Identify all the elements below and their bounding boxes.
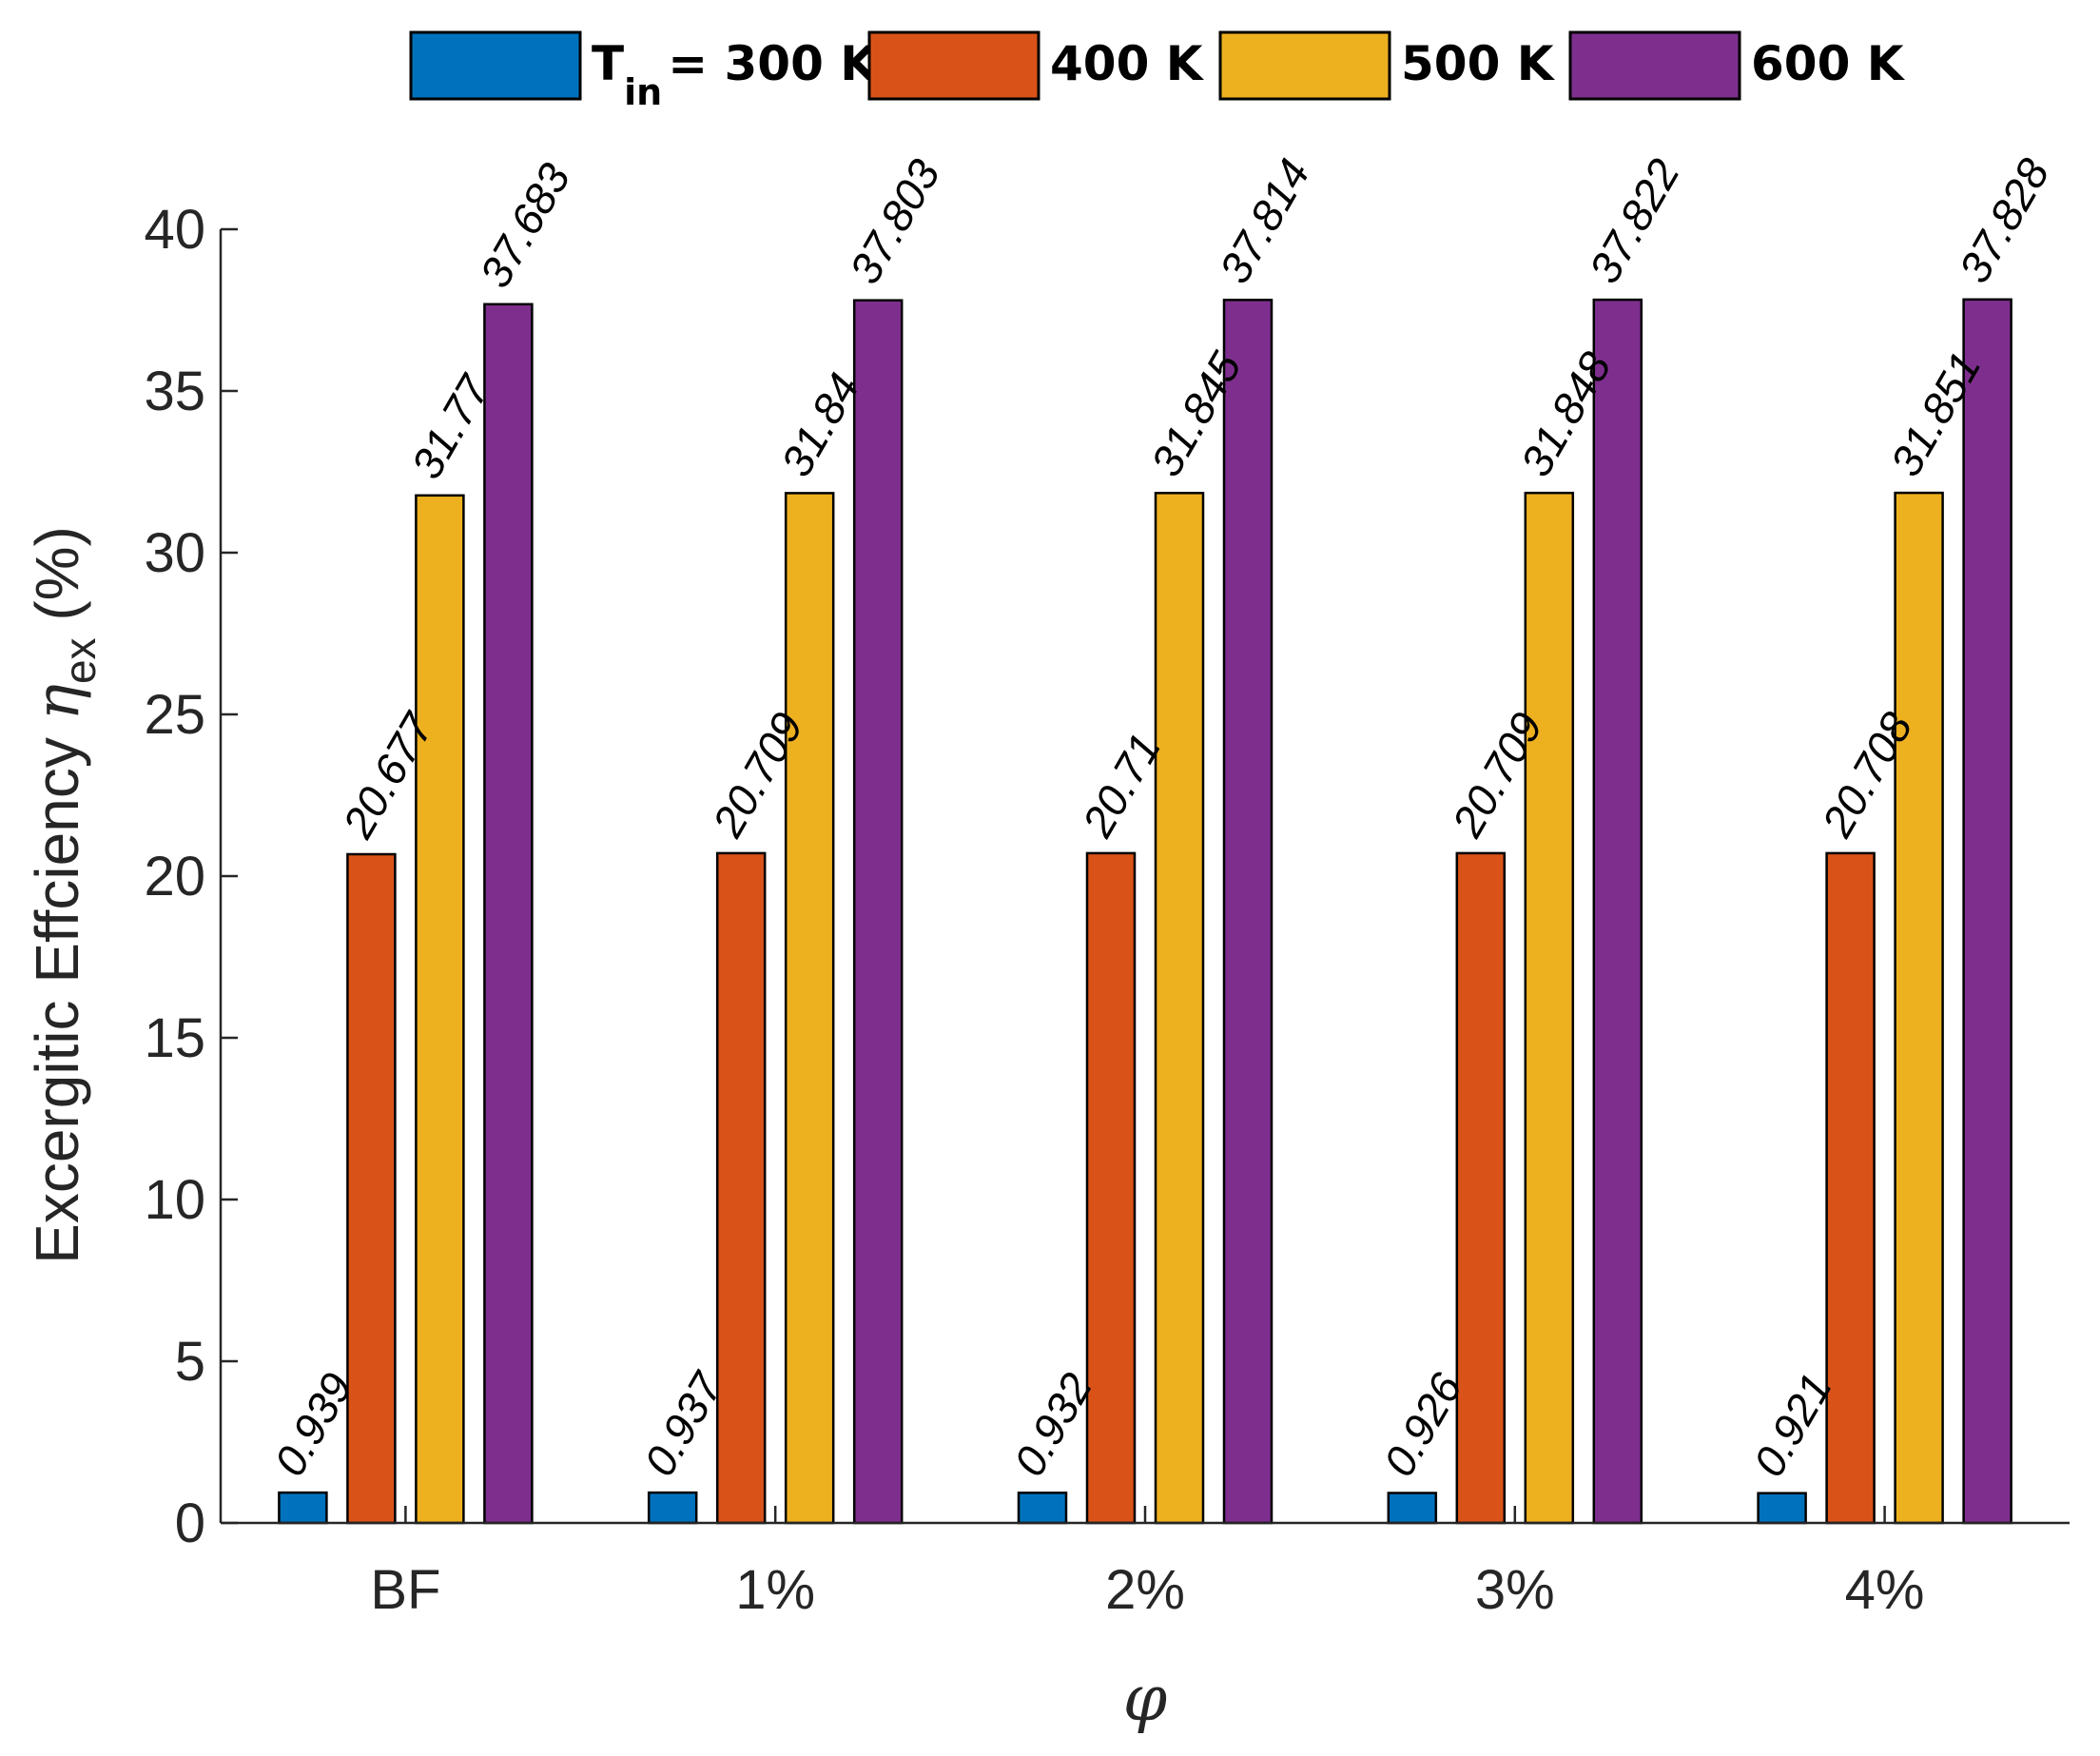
legend-swatch-1 <box>867 30 1040 101</box>
legend-label-3: 600 K <box>1751 36 1906 91</box>
axes: 0 5 10 15 20 25 30 35 40 BF 1% 2% 3% 4% <box>144 199 2070 1621</box>
data-label-3-3: 37.822 <box>1579 150 1688 291</box>
legend-label-0: Tin= 300 K <box>592 36 879 113</box>
data-label-3-2: 37.814 <box>1210 150 1319 291</box>
y-tick-label-4: 20 <box>144 846 205 907</box>
bar-0-0 <box>278 1491 328 1525</box>
bar-1-3 <box>1455 851 1507 1525</box>
x-axis-label: φ <box>1123 1662 1167 1735</box>
bar-0-3 <box>1387 1492 1438 1525</box>
x-tick-label-4: 4% <box>1845 1559 1925 1621</box>
legend: Tin= 300 K 400 K 500 K 600 K <box>409 30 1906 113</box>
bar-3-1 <box>852 299 904 1525</box>
bar-1-0 <box>346 852 397 1525</box>
y-tick-label-7: 35 <box>144 361 205 422</box>
data-label-3-1: 37.803 <box>840 150 950 291</box>
bar-0-4 <box>1757 1492 1807 1525</box>
x-tick-label-1: 1% <box>735 1559 815 1621</box>
y-tick-label-8: 40 <box>144 199 205 261</box>
x-tick-label-0: BF <box>370 1559 440 1621</box>
bar-2-1 <box>784 492 835 1525</box>
y-tick-label-5: 25 <box>144 684 205 746</box>
bar-3-4 <box>1962 298 2012 1525</box>
bar-0-1 <box>647 1491 698 1525</box>
y-tick-label-1: 5 <box>175 1331 205 1393</box>
bar-3-2 <box>1222 299 1274 1525</box>
y-axis-label: Excergitic Effciency ηex (%) <box>23 526 105 1264</box>
bar-2-4 <box>1894 491 1944 1525</box>
bar-0-2 <box>1017 1492 1068 1525</box>
data-label-3-4: 37.828 <box>1949 150 2059 291</box>
bars-layer <box>278 298 2012 1525</box>
y-tick-label-3: 15 <box>144 1007 205 1069</box>
legend-label-2: 500 K <box>1401 36 1556 91</box>
y-tick-label-2: 10 <box>144 1169 205 1231</box>
bar-3-3 <box>1592 298 1643 1525</box>
legend-swatch-0 <box>409 30 582 101</box>
x-tick-label-2: 2% <box>1105 1559 1185 1621</box>
bar-3-0 <box>483 302 534 1525</box>
legend-swatch-3 <box>1568 30 1741 101</box>
y-tick-label-0: 0 <box>175 1493 205 1554</box>
legend-swatch-2 <box>1218 30 1391 101</box>
bar-1-1 <box>715 851 767 1525</box>
data-label-3-0: 37.683 <box>470 155 580 296</box>
bar-2-2 <box>1154 492 1205 1525</box>
x-tick-label-3: 3% <box>1475 1559 1555 1621</box>
bar-2-3 <box>1524 491 1575 1525</box>
y-tick-label-6: 30 <box>144 522 205 584</box>
bar-2-0 <box>415 494 465 1525</box>
legend-label-1: 400 K <box>1050 36 1205 91</box>
bar-1-4 <box>1825 851 1876 1525</box>
bar-1-2 <box>1085 851 1137 1525</box>
